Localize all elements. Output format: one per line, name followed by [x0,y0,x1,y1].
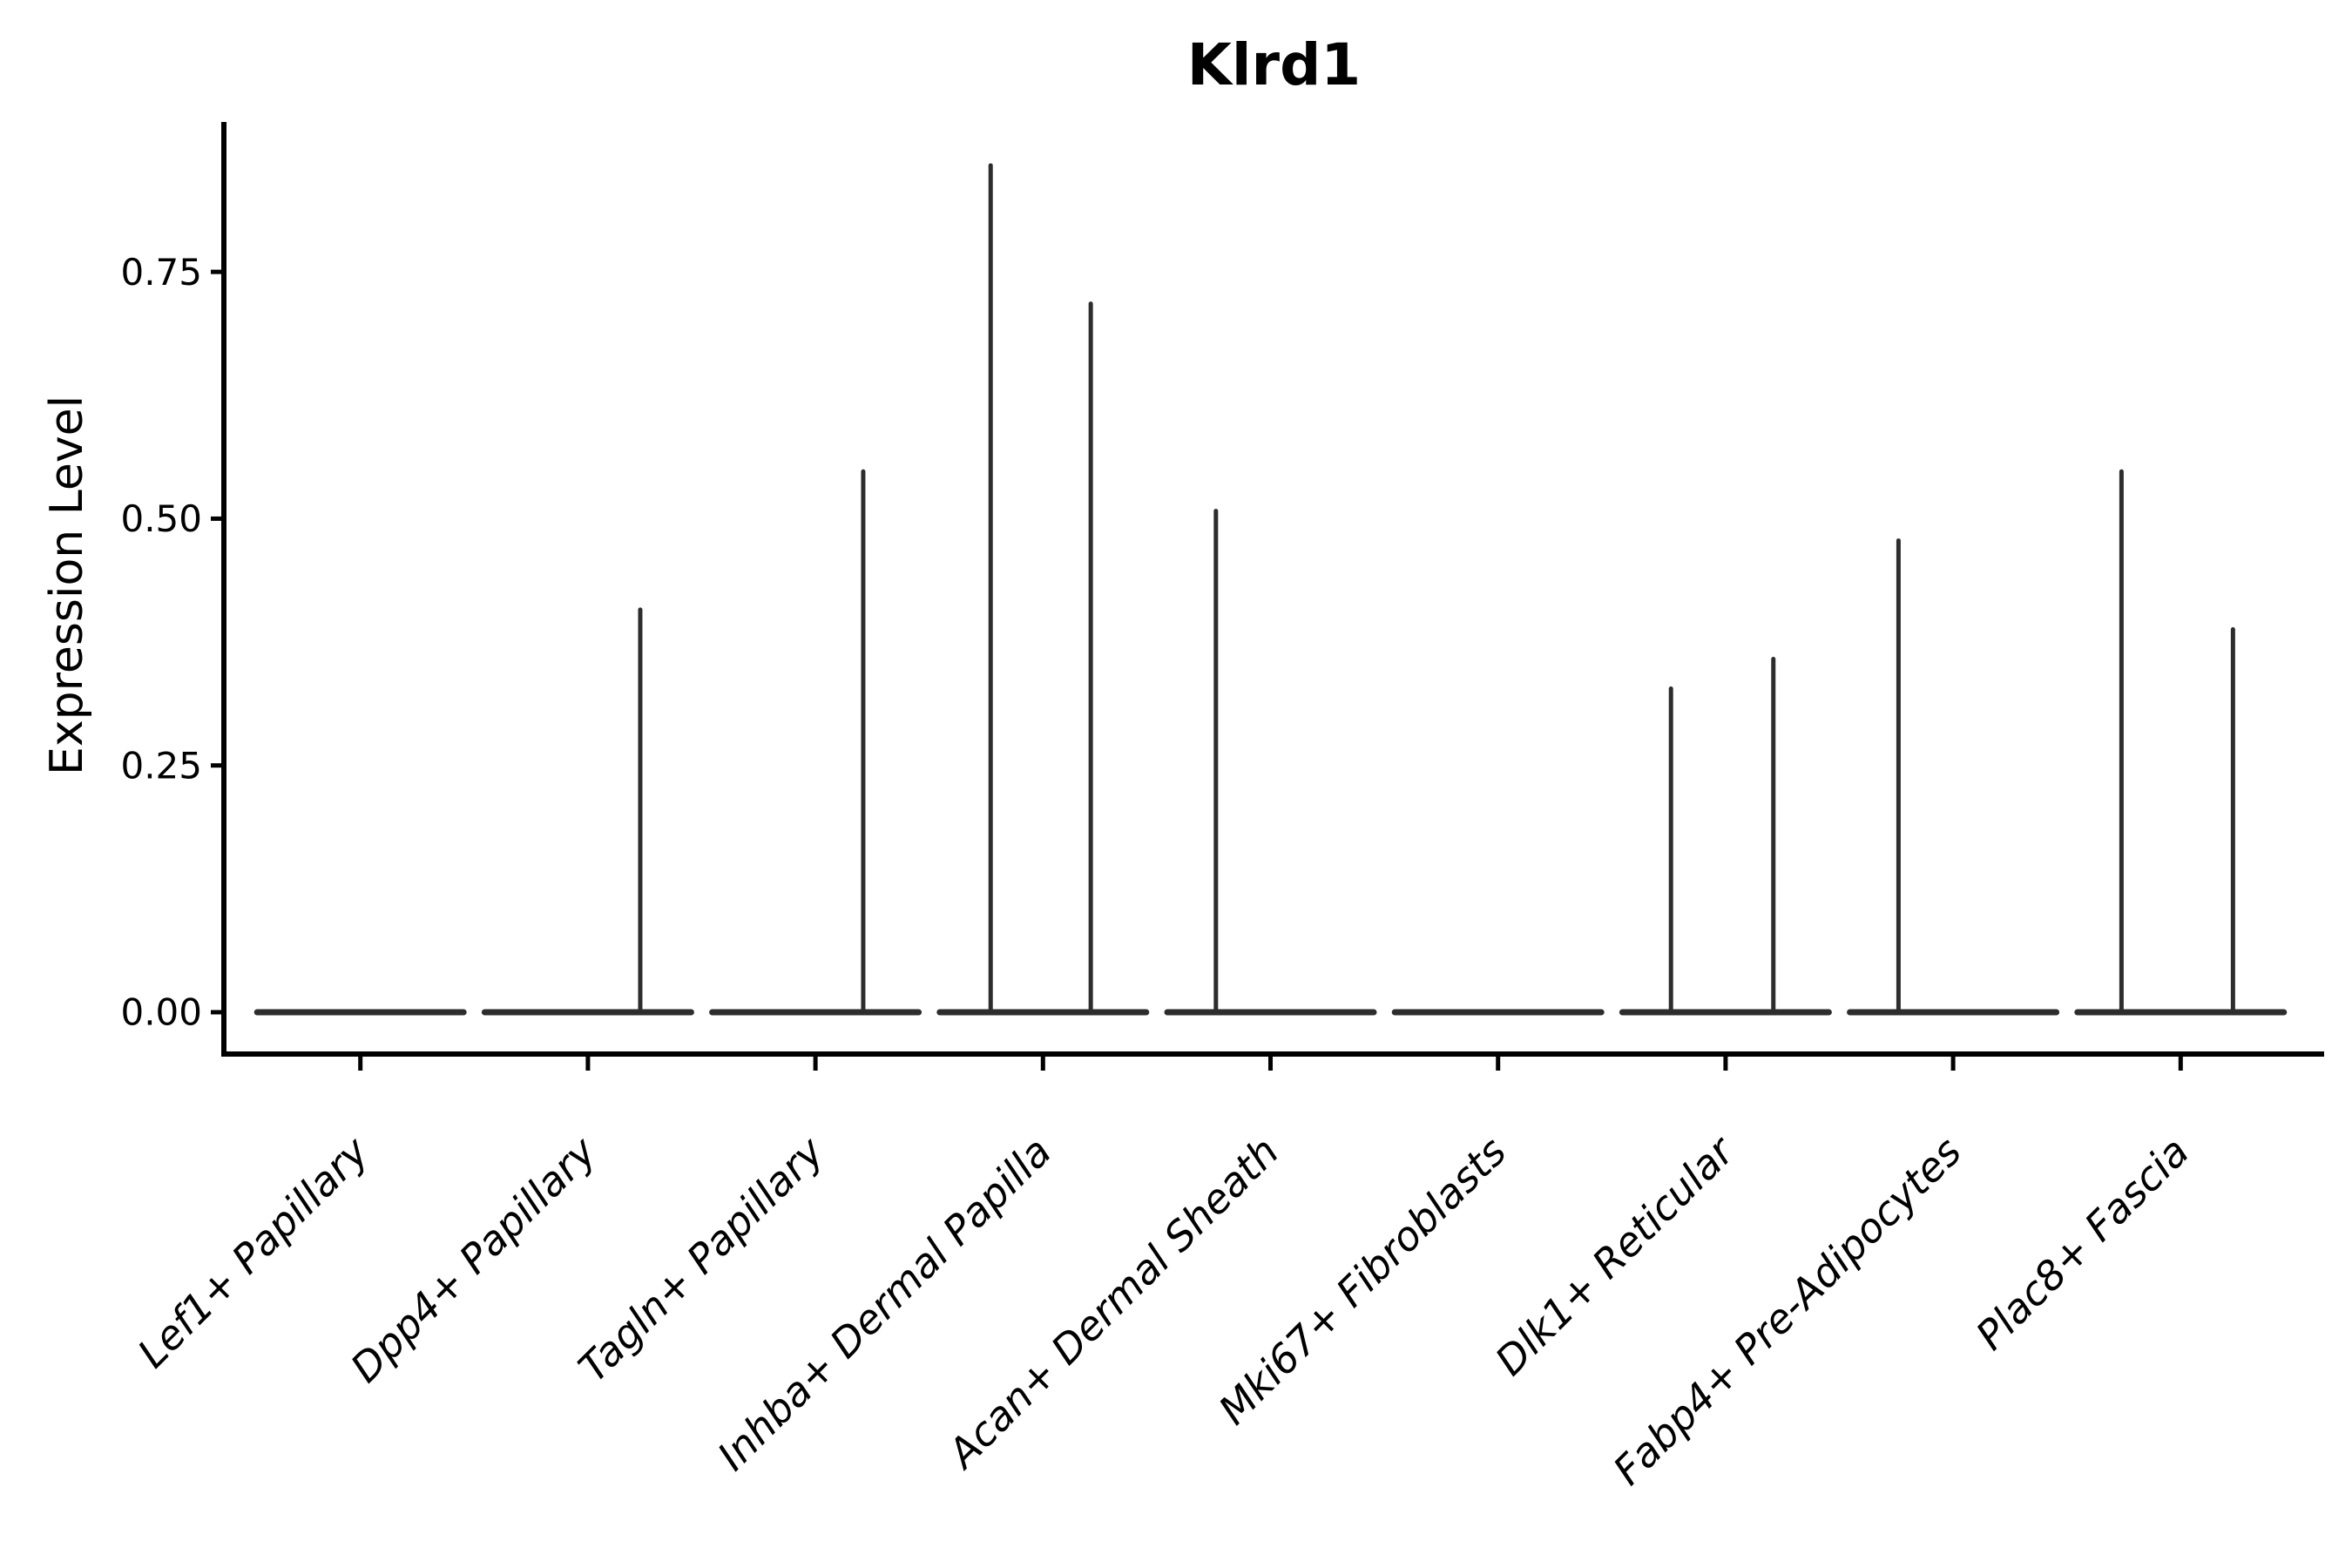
y-tick-label: 0.75 [120,251,202,294]
violin-spike [2119,469,2124,1012]
violin-spike [1668,686,1673,1012]
violin-base [936,1009,1150,1016]
violin-spike [638,607,643,1012]
chart-title: Klrd1 [1186,31,1362,98]
violin-spike [2230,627,2235,1012]
violin-base [1164,1009,1377,1016]
y-tick-label: 0.00 [120,991,202,1034]
violin-base [1847,1009,2060,1016]
violin-base [481,1009,694,1016]
y-axis-label: Expression Level [41,395,93,776]
violin-base [2074,1009,2288,1016]
violin-base [709,1009,923,1016]
violin-base [1619,1009,1832,1016]
violin-spike [1088,301,1093,1012]
violin-spike [1213,509,1219,1012]
violin-base [253,1009,467,1016]
violin-spike [861,469,866,1012]
violin-base [1391,1009,1605,1016]
violin-spike [1896,538,1901,1012]
y-tick-label: 0.50 [120,497,202,540]
y-tick-label: 0.25 [120,744,202,787]
violin-spike [988,163,993,1012]
violin-spike [1771,657,1776,1012]
